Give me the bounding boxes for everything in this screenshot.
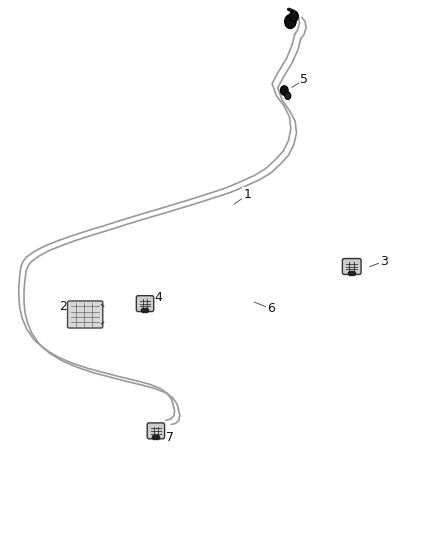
- FancyBboxPatch shape: [67, 301, 103, 328]
- FancyBboxPatch shape: [136, 296, 154, 312]
- Circle shape: [280, 86, 288, 95]
- Circle shape: [290, 11, 298, 21]
- Text: 3: 3: [381, 255, 389, 268]
- Circle shape: [285, 92, 291, 100]
- Text: 7: 7: [166, 431, 174, 444]
- Text: 6: 6: [267, 302, 275, 316]
- FancyBboxPatch shape: [147, 423, 165, 439]
- Text: 1: 1: [244, 189, 251, 201]
- FancyBboxPatch shape: [343, 259, 361, 274]
- Text: 2: 2: [59, 300, 67, 313]
- Text: 5: 5: [300, 74, 308, 86]
- Circle shape: [285, 14, 296, 28]
- Text: 4: 4: [154, 291, 162, 304]
